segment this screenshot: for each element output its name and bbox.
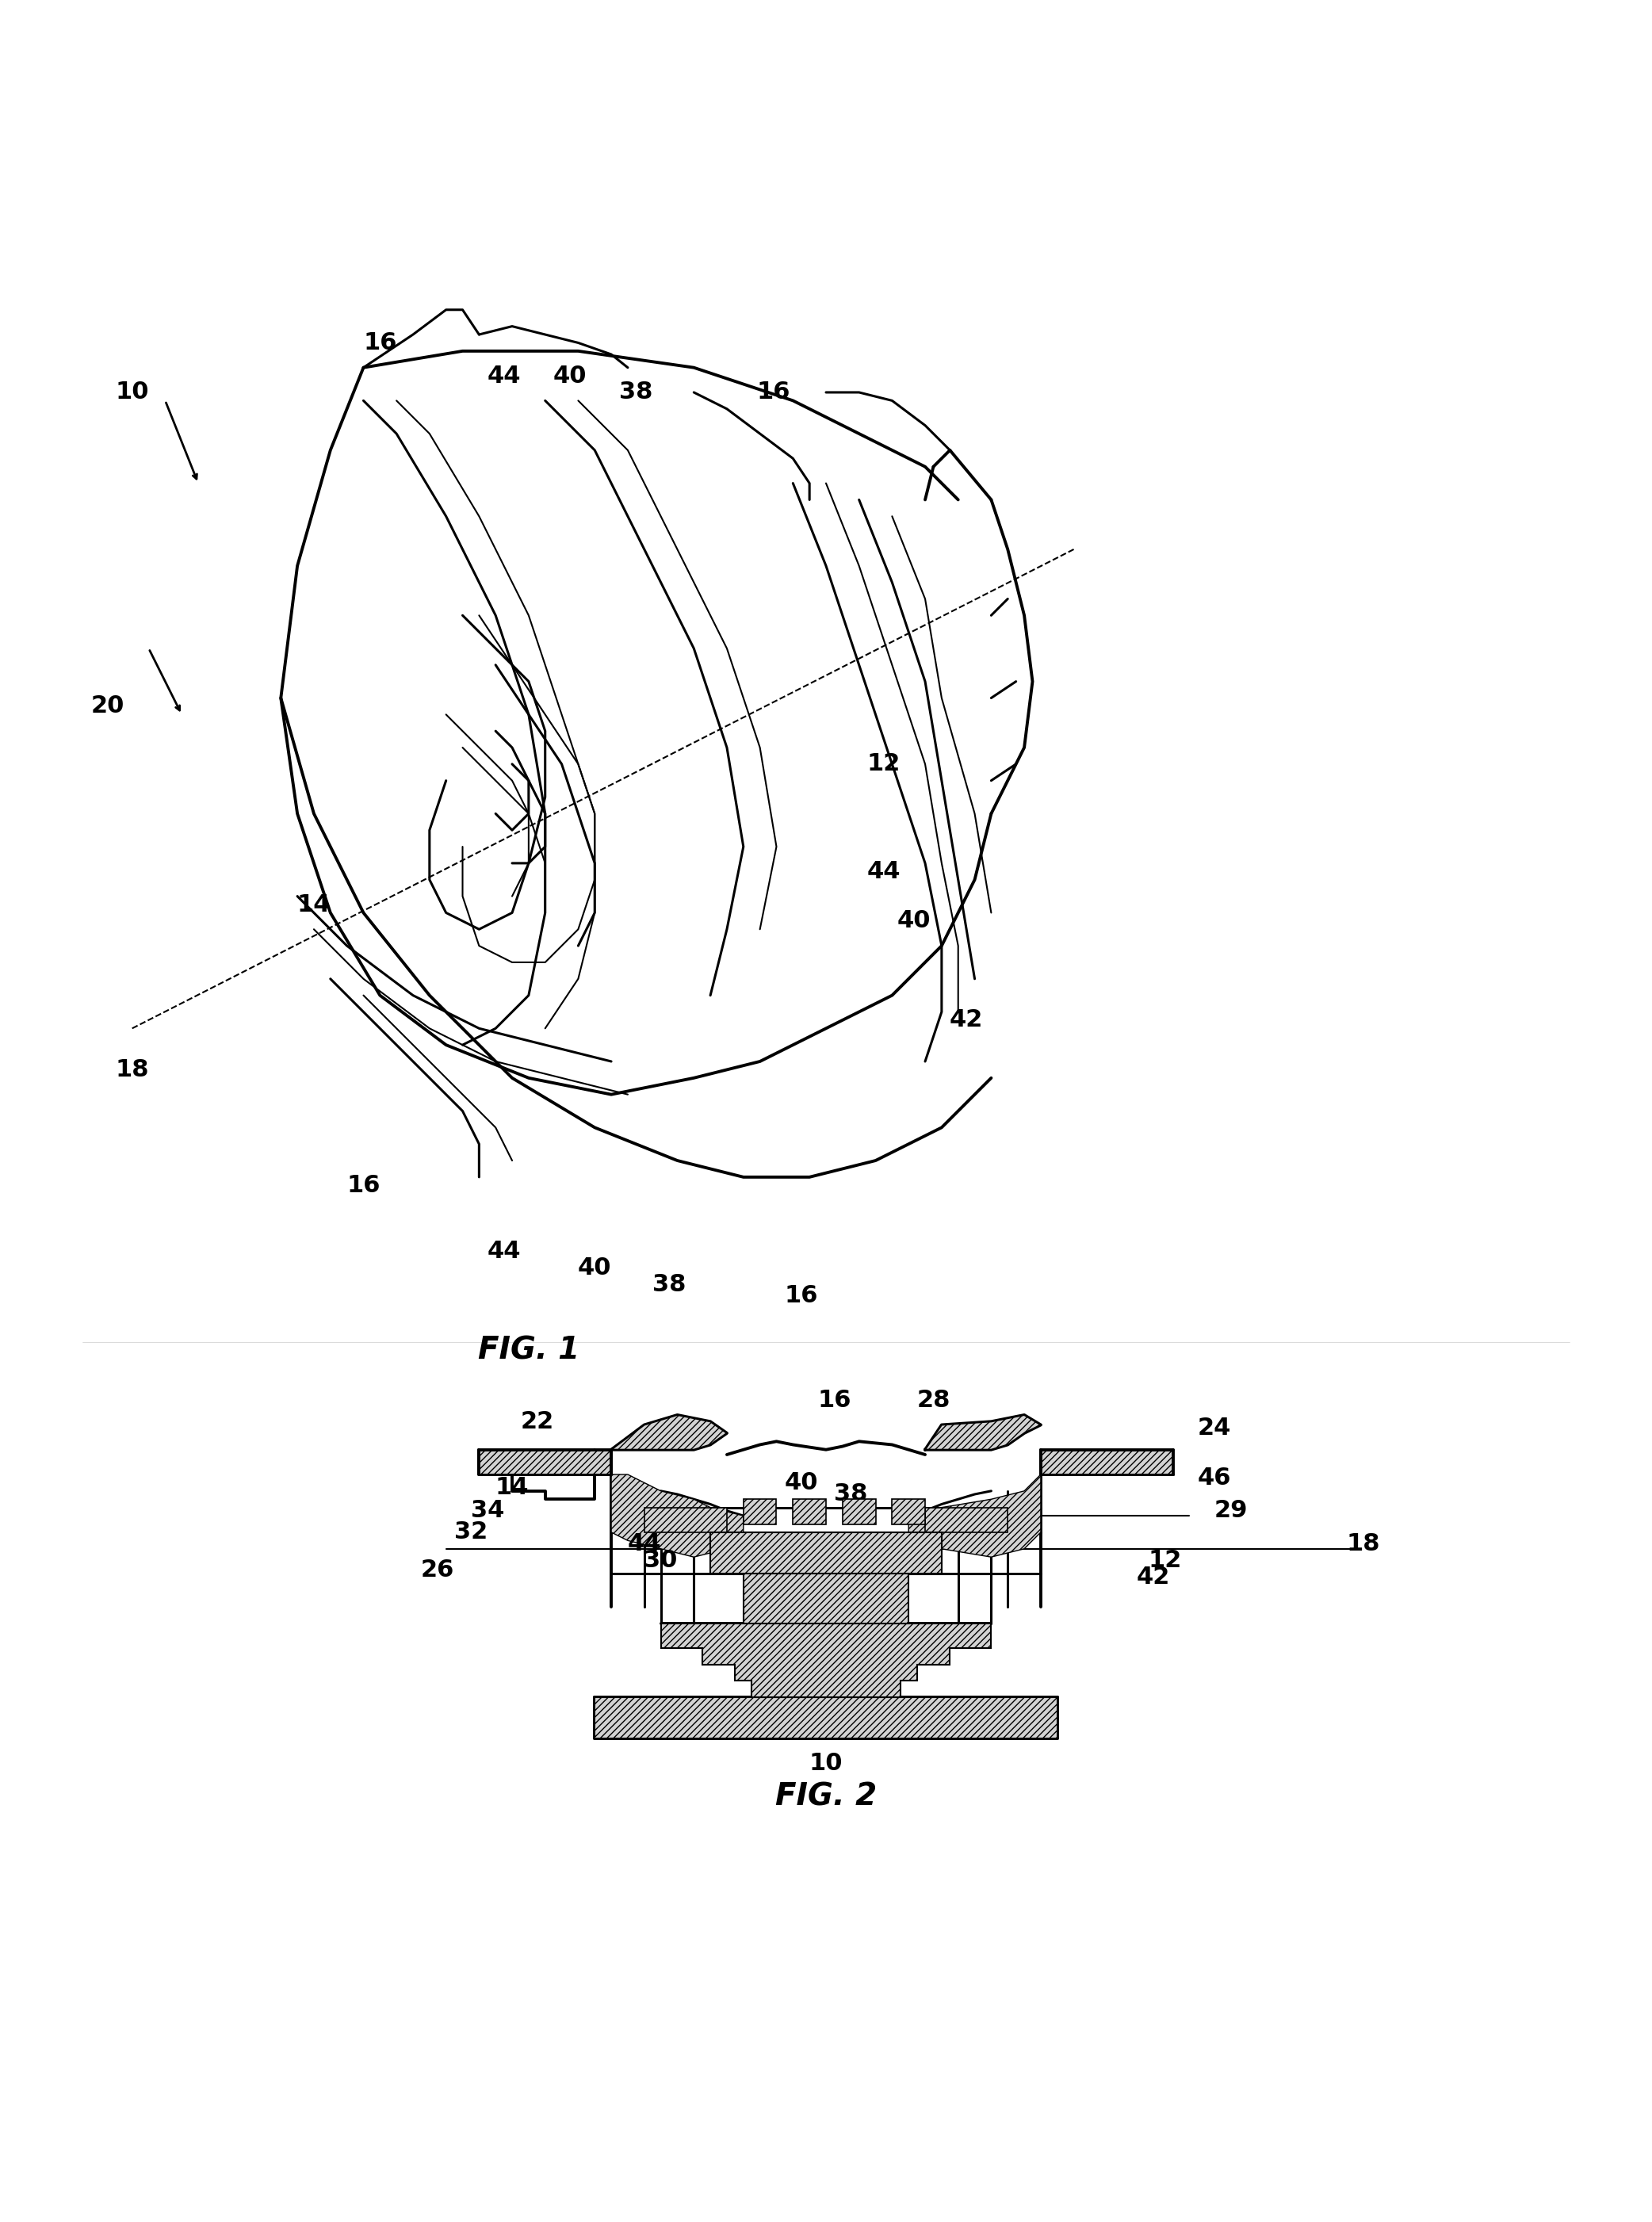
Polygon shape [479,1449,611,1475]
Text: FIG. 1: FIG. 1 [477,1335,580,1367]
Text: 38: 38 [620,380,653,404]
Text: 29: 29 [1214,1500,1247,1522]
Text: 30: 30 [644,1549,677,1571]
Polygon shape [661,1622,991,1698]
Text: 42: 42 [1137,1564,1170,1589]
Text: 44: 44 [867,860,900,882]
Polygon shape [843,1500,876,1524]
Text: 16: 16 [785,1284,818,1307]
Text: 34: 34 [471,1500,504,1522]
Text: 28: 28 [917,1389,950,1411]
Text: 18: 18 [116,1058,149,1082]
Text: 22: 22 [520,1411,553,1433]
Text: 32: 32 [454,1520,487,1544]
Polygon shape [743,1573,909,1622]
Text: 14: 14 [496,1475,529,1500]
Polygon shape [710,1533,942,1573]
Polygon shape [909,1475,1041,1558]
Text: 40: 40 [768,1564,801,1589]
Polygon shape [644,1507,727,1533]
Polygon shape [925,1507,1008,1533]
Text: 18: 18 [1346,1533,1379,1555]
Text: 38: 38 [653,1273,686,1295]
Text: 10: 10 [116,380,149,404]
Text: 24: 24 [1198,1418,1231,1440]
Text: 10: 10 [809,1753,843,1775]
Polygon shape [925,1415,1041,1449]
Polygon shape [892,1500,925,1524]
Text: 44: 44 [487,1240,520,1262]
Text: 44: 44 [628,1533,661,1555]
Text: 46: 46 [1198,1467,1231,1489]
Text: 12: 12 [1148,1549,1181,1571]
Polygon shape [611,1475,743,1558]
Text: 12: 12 [867,753,900,775]
Text: 20: 20 [91,695,124,718]
Polygon shape [743,1500,776,1524]
Polygon shape [611,1415,727,1449]
Text: 40: 40 [578,1255,611,1280]
Text: 38: 38 [834,1482,867,1507]
Polygon shape [479,1449,595,1500]
Text: 16: 16 [818,1389,851,1411]
Text: 14: 14 [297,893,330,915]
Text: 26: 26 [421,1560,454,1582]
Text: FIG. 2: FIG. 2 [775,1782,877,1811]
Text: 16: 16 [347,1173,380,1198]
Polygon shape [793,1500,826,1524]
Polygon shape [1041,1449,1173,1475]
Polygon shape [595,1698,1057,1740]
Text: 44: 44 [487,364,520,387]
Text: 40: 40 [785,1471,818,1493]
Text: 16: 16 [757,380,790,404]
Text: 16: 16 [363,331,396,353]
Text: 42: 42 [950,1009,983,1031]
Text: 40: 40 [553,364,586,387]
Text: 40: 40 [897,909,930,933]
